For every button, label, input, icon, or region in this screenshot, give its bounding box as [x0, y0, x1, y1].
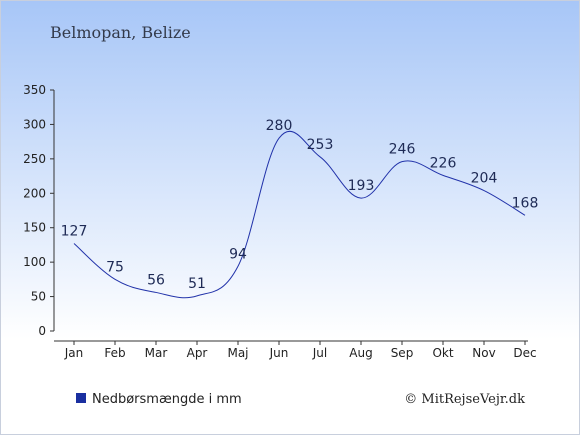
data-label: 280 — [266, 118, 293, 134]
y-tick-label: 200 — [23, 186, 46, 200]
y-tick-label: 250 — [23, 152, 46, 166]
data-labels: 127 75 56 51 94 280 253 193 246 226 204 168 — [61, 118, 539, 292]
data-label: 226 — [430, 155, 457, 171]
y-tick-label: 50 — [31, 290, 46, 304]
x-tick-label: Jul — [312, 346, 327, 360]
precipitation-line — [73, 130, 526, 299]
legend-label: Nedbørsmængde i mm — [92, 392, 242, 407]
x-tick-label: Dec — [513, 346, 536, 360]
x-tick-label: Okt — [432, 346, 453, 360]
data-label: 51 — [188, 276, 206, 292]
x-tick-label: Jan — [64, 346, 84, 360]
data-label: 253 — [307, 137, 334, 153]
y-axis-ticks: 0 50 100 150 200 250 300 350 — [23, 83, 54, 338]
data-label: 94 — [229, 246, 247, 262]
data-label: 204 — [471, 171, 498, 187]
data-label: 56 — [147, 272, 165, 288]
data-label: 168 — [512, 195, 539, 211]
axes — [53, 90, 528, 342]
data-label: 75 — [106, 259, 124, 275]
x-tick-label: Nov — [472, 346, 495, 360]
legend-swatch — [76, 393, 86, 403]
x-tick-label: Mar — [145, 346, 168, 360]
data-label: 127 — [61, 224, 88, 240]
data-label: 193 — [348, 178, 375, 194]
x-tick-label: Maj — [227, 346, 248, 360]
y-tick-label: 0 — [38, 324, 46, 338]
y-tick-label: 350 — [23, 83, 46, 97]
location-title: Belmopan, Belize — [50, 23, 191, 42]
y-tick-label: 150 — [23, 221, 46, 235]
x-tick-label: Sep — [391, 346, 414, 360]
y-tick-label: 300 — [23, 117, 46, 131]
x-tick-label: Aug — [349, 346, 372, 360]
y-tick-label: 100 — [23, 255, 46, 269]
copyright-text: © MitRejseVejr.dk — [404, 392, 525, 407]
x-tick-label: Feb — [104, 346, 125, 360]
x-axis-ticks: Jan Feb Mar Apr Maj Jun Jul Aug Sep Okt Nov Dec — [64, 341, 537, 360]
x-tick-label: Apr — [187, 346, 208, 360]
x-tick-label: Jun — [269, 346, 289, 360]
data-label: 246 — [389, 142, 416, 158]
